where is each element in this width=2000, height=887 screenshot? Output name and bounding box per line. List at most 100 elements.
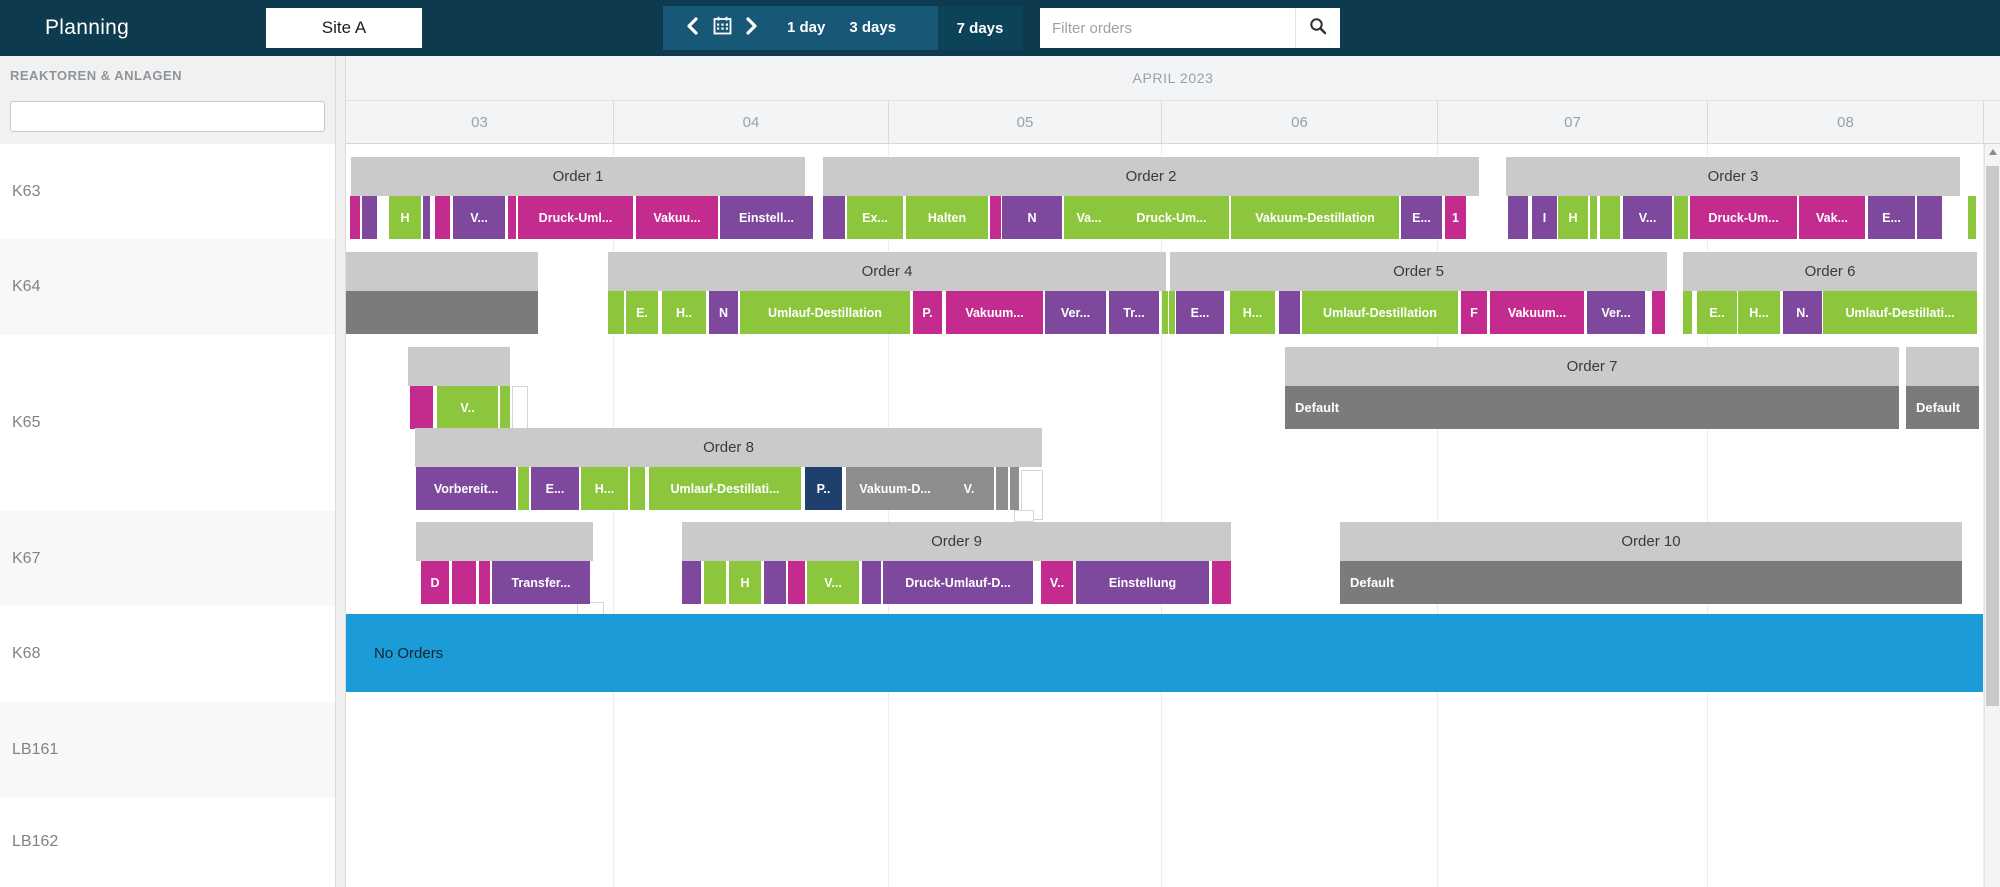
order-segment[interactable] [996,467,1008,510]
order-segment[interactable]: Druck-Um... [1114,196,1229,239]
order-segment[interactable]: Druck-Uml... [518,196,633,239]
order-segment[interactable]: Vorbereit... [416,467,516,510]
search-button[interactable] [1295,8,1340,48]
order-segment[interactable]: E. [626,291,658,334]
order-segment[interactable]: Vakuum... [1490,291,1584,334]
order-default-bar[interactable]: Default [1906,386,1979,429]
order-segment[interactable] [764,561,786,604]
order-header-order-5[interactable]: Order 5 [1170,252,1667,291]
order-default-bar[interactable]: Default [1340,561,1962,604]
order-segment[interactable]: V... [453,196,505,239]
order-header-order-3[interactable]: Order 3 [1506,157,1960,196]
filter-orders-input[interactable] [1040,8,1295,48]
order-segment[interactable]: I [1532,196,1557,239]
resource-row-k65[interactable]: K65 [0,335,335,511]
order-segment[interactable] [608,291,624,334]
order-segment[interactable]: Druck-Umlauf-D... [883,561,1033,604]
sidebar-splitter[interactable] [335,56,346,887]
order-segment[interactable]: Umlauf-Destillati... [1823,291,1977,334]
resource-row-k64[interactable]: K64 [0,239,335,335]
order-segment[interactable] [479,561,490,604]
scrollbar-up-button[interactable] [1985,144,2000,160]
order-header-order-9[interactable]: Order 9 [682,522,1231,561]
resource-filter-input[interactable] [10,101,325,132]
order-header-order-10[interactable]: Order 10 [1340,522,1962,561]
order-segment[interactable] [1652,291,1665,334]
resource-row-k67[interactable]: K67 [0,511,335,606]
resource-row-k63[interactable]: K63 [0,144,335,239]
order-segment[interactable]: E... [1868,196,1915,239]
order-header-order-2[interactable]: Order 2 [823,157,1479,196]
order-segment[interactable]: N. [1783,291,1822,334]
order-segment[interactable] [362,196,377,239]
order-header[interactable] [346,252,538,291]
order-segment[interactable]: Einstell... [720,196,813,239]
order-segment[interactable]: Vakuu... [636,196,718,239]
order-header-order-1[interactable]: Order 1 [351,157,805,196]
order-segment[interactable] [630,467,645,510]
order-segment[interactable] [1010,467,1019,510]
order-segment[interactable]: P. [913,291,942,334]
order-segment[interactable]: N [1002,196,1062,239]
order-header-order-7[interactable]: Order 7 [1285,347,1899,386]
order-segment[interactable] [704,561,726,604]
order-segment[interactable] [518,467,529,510]
order-segment[interactable] [1162,291,1168,334]
order-header-order-4[interactable]: Order 4 [608,252,1166,291]
order-default-bar[interactable] [346,291,538,334]
order-segment[interactable]: E... [1176,291,1224,334]
order-header[interactable] [408,347,510,386]
order-segment[interactable]: Transfer... [492,561,590,604]
order-segment[interactable]: P.. [805,467,842,510]
order-segment[interactable]: Vakuum-Destillation [1231,196,1399,239]
order-segment[interactable] [435,196,450,239]
order-segment[interactable]: Vakuum-D... [846,467,944,510]
order-header[interactable] [1906,347,1979,386]
order-segment[interactable]: Tr... [1109,291,1159,334]
order-segment[interactable] [508,196,516,239]
order-segment[interactable]: H... [1738,291,1780,334]
scrollbar-thumb[interactable] [1986,166,1999,706]
order-segment[interactable] [410,386,433,429]
order-segment[interactable]: D [421,561,449,604]
order-header[interactable] [416,522,593,561]
vertical-scrollbar[interactable] [1984,144,2000,887]
resource-row-k68[interactable]: K68 [0,606,335,702]
order-segment[interactable]: Halten [906,196,988,239]
view-option-1-day[interactable]: 1 day [787,19,826,36]
order-segment[interactable]: Vakuum... [946,291,1043,334]
order-segment[interactable]: Ex... [847,196,903,239]
order-segment[interactable]: Druck-Um... [1690,196,1797,239]
order-segment[interactable] [500,386,510,429]
order-segment[interactable]: Umlauf-Destillation [1302,291,1458,334]
order-segment[interactable] [1590,196,1597,239]
order-segment[interactable] [1917,196,1942,239]
order-segment[interactable]: E... [531,467,579,510]
order-segment[interactable] [1600,196,1620,239]
order-segment[interactable]: F [1461,291,1487,334]
order-segment[interactable]: V.. [437,386,498,429]
order-segment[interactable] [1508,196,1528,239]
order-segment[interactable] [1212,561,1231,604]
order-segment[interactable] [350,196,360,239]
order-segment[interactable]: Umlauf-Destillation [740,291,910,334]
order-segment[interactable] [452,561,476,604]
order-segment[interactable]: H [1558,196,1588,239]
resource-row-lb162[interactable]: LB162 [0,797,335,887]
order-segment[interactable] [423,196,430,239]
order-segment[interactable] [1279,291,1300,334]
resource-row-lb161[interactable]: LB161 [0,702,335,797]
order-segment[interactable]: E.. [1697,291,1737,334]
order-segment[interactable]: V... [1623,196,1672,239]
order-segment[interactable]: V.. [1041,561,1073,604]
order-segment[interactable]: Umlauf-Destillati... [649,467,801,510]
order-segment[interactable]: H [389,196,421,239]
order-segment[interactable]: H... [581,467,628,510]
order-segment[interactable]: 1 [1445,196,1466,239]
order-segment[interactable]: N [709,291,738,334]
order-default-bar[interactable]: Default [1285,386,1899,429]
next-button[interactable] [737,6,767,50]
view-option-3-days[interactable]: 3 days [849,19,897,36]
order-segment[interactable] [682,561,701,604]
order-segment[interactable]: E... [1401,196,1442,239]
